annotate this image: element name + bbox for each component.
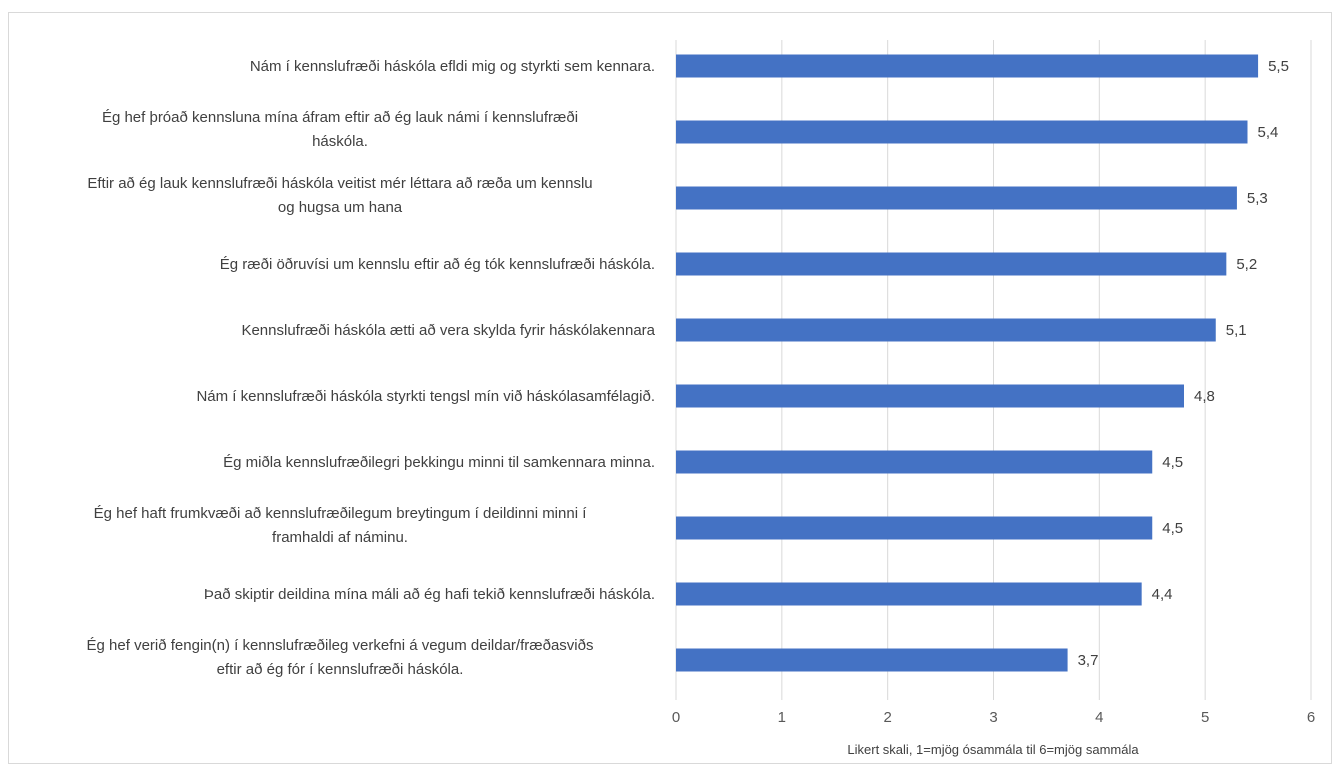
x-tick-label: 2 bbox=[883, 709, 891, 726]
category-label-line: Kennslufræði háskóla ætti að vera skylda… bbox=[241, 322, 655, 339]
category-label: Eftir að ég lauk kennslufræði háskóla ve… bbox=[87, 175, 592, 216]
bar bbox=[676, 120, 1248, 144]
category-label: Ég hef verið fengin(n) í kennslufræðileg… bbox=[87, 637, 594, 678]
bar-value-label: 3,7 bbox=[1078, 652, 1099, 669]
bar-value-label: 5,1 bbox=[1226, 322, 1247, 339]
category-label-line: Eftir að ég lauk kennslufræði háskóla ve… bbox=[87, 175, 592, 192]
bar bbox=[676, 252, 1227, 276]
x-tick-label: 6 bbox=[1307, 709, 1315, 726]
category-labels: Nám í kennslufræði háskóla efldi mig og … bbox=[87, 58, 656, 678]
category-label-line: eftir að ég fór í kennslufræði háskóla. bbox=[217, 661, 464, 678]
category-label-line: Það skiptir deildina mína máli að ég haf… bbox=[204, 586, 655, 603]
x-tick-label: 1 bbox=[778, 709, 786, 726]
x-tick-label: 3 bbox=[989, 709, 997, 726]
category-label: Ég ræði öðruvísi um kennslu eftir að ég … bbox=[220, 256, 655, 273]
bar bbox=[676, 186, 1237, 210]
category-label: Ég hef þróað kennsluna mína áfram eftir … bbox=[102, 109, 578, 150]
x-tick-label: 4 bbox=[1095, 709, 1103, 726]
category-label-line: Nám í kennslufræði háskóla efldi mig og … bbox=[250, 58, 655, 75]
category-label: Það skiptir deildina mína máli að ég haf… bbox=[204, 586, 655, 603]
bar-value-label: 4,4 bbox=[1152, 586, 1173, 603]
bar-value-label: 5,4 bbox=[1258, 124, 1279, 141]
category-label-line: og hugsa um hana bbox=[278, 199, 403, 216]
x-tick-label: 0 bbox=[672, 709, 680, 726]
category-label-line: Nám í kennslufræði háskóla styrkti tengs… bbox=[196, 388, 655, 405]
value-labels: 5,5 5,4 5,3 5,2 5,1 4,8 4,5 4,5 4,4 3,7 bbox=[1078, 58, 1289, 669]
bar-value-label: 5,2 bbox=[1236, 256, 1257, 273]
category-label: Nám í kennslufræði háskóla styrkti tengs… bbox=[196, 388, 655, 405]
bar bbox=[676, 450, 1153, 474]
category-label-line: Ég hef verið fengin(n) í kennslufræðileg… bbox=[87, 637, 594, 654]
x-tick-labels: 0 1 2 3 4 5 6 bbox=[672, 709, 1315, 726]
category-label: Ég hef haft frumkvæði að kennslufræðileg… bbox=[94, 505, 588, 546]
category-label-line: Ég miðla kennslufræðilegri þekkingu minn… bbox=[223, 454, 655, 471]
category-label: Kennslufræði háskóla ætti að vera skylda… bbox=[241, 322, 655, 339]
bar-value-label: 4,5 bbox=[1162, 454, 1183, 471]
bar-value-label: 4,5 bbox=[1162, 520, 1183, 537]
bar-value-label: 5,5 bbox=[1268, 58, 1289, 75]
x-tick-label: 5 bbox=[1201, 709, 1209, 726]
bar-value-label: 5,3 bbox=[1247, 190, 1268, 207]
bar-value-label: 4,8 bbox=[1194, 388, 1215, 405]
category-label: Ég miðla kennslufræðilegri þekkingu minn… bbox=[223, 454, 655, 471]
bar bbox=[676, 54, 1259, 78]
category-label-line: Ég hef haft frumkvæði að kennslufræðileg… bbox=[94, 505, 588, 522]
category-label-line: Ég hef þróað kennsluna mína áfram eftir … bbox=[102, 109, 578, 126]
x-axis-title: Likert skali, 1=mjög ósammála til 6=mjög… bbox=[847, 742, 1139, 757]
category-label: Nám í kennslufræði háskóla efldi mig og … bbox=[250, 58, 655, 75]
category-label-line: framhaldi af náminu. bbox=[272, 529, 408, 546]
category-label-line: háskóla. bbox=[312, 133, 368, 150]
bar bbox=[676, 384, 1184, 408]
bar bbox=[676, 582, 1142, 606]
bar bbox=[676, 318, 1216, 342]
bars bbox=[676, 54, 1259, 672]
bar bbox=[676, 648, 1068, 672]
category-label-line: Ég ræði öðruvísi um kennslu eftir að ég … bbox=[220, 256, 655, 273]
bar bbox=[676, 516, 1153, 540]
